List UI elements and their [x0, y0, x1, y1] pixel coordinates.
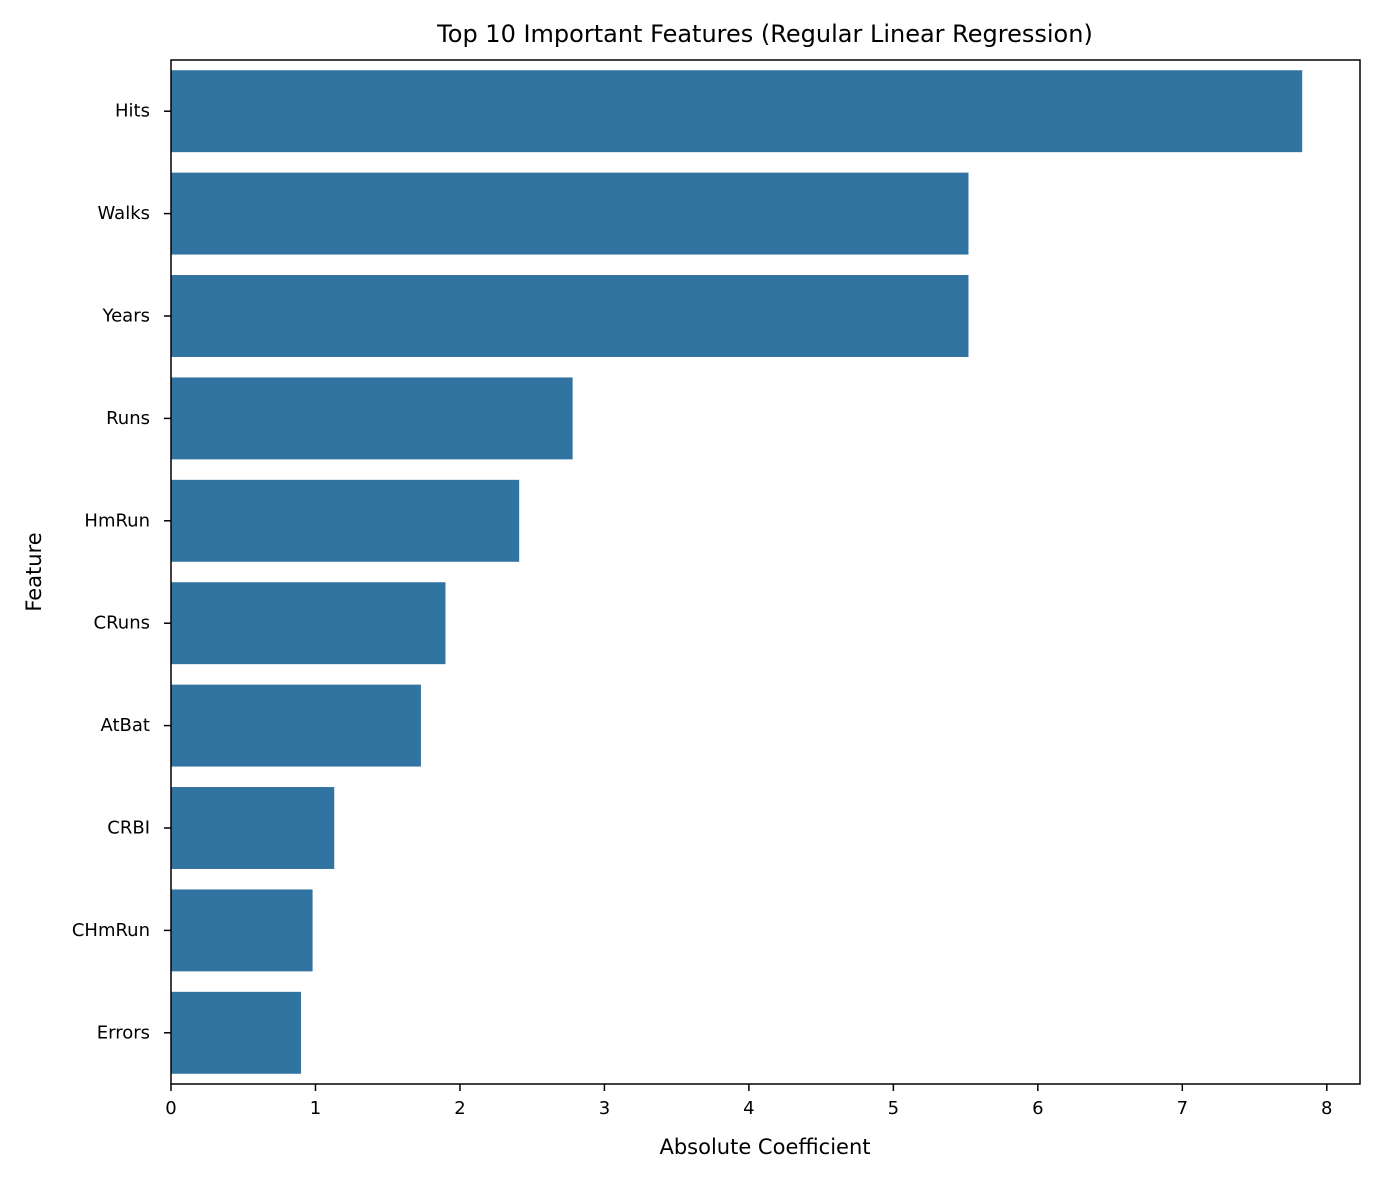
- y-tick-label-crbi: CRBI: [107, 818, 150, 839]
- x-tick-label-0: 0: [165, 1098, 176, 1119]
- bars-layer: [171, 70, 1303, 1074]
- x-tick-label-3: 3: [599, 1098, 610, 1119]
- y-tick-label-hmrun: HmRun: [84, 510, 150, 531]
- bar-hits: [171, 70, 1303, 153]
- y-tick-label-years: Years: [102, 306, 151, 327]
- bar-chmrun: [171, 889, 313, 972]
- x-tick-label-6: 6: [1032, 1098, 1043, 1119]
- bar-years: [171, 275, 969, 357]
- y-tick-label-chmrun: CHmRun: [72, 920, 150, 941]
- bar-runs: [171, 377, 573, 460]
- bar-crbi: [171, 787, 335, 869]
- x-tick-label-5: 5: [888, 1098, 899, 1119]
- y-tick-label-walks: Walks: [98, 203, 150, 224]
- y-axis: Hits Walks Years Runs HmRun CRuns AtBat CRBI CHm…: [72, 101, 171, 1043]
- x-tick-label-7: 7: [1177, 1098, 1188, 1119]
- x-tick-label-1: 1: [310, 1098, 321, 1119]
- x-tick-label-2: 2: [454, 1098, 465, 1119]
- y-tick-label-errors: Errors: [97, 1022, 150, 1043]
- y-tick-label-runs: Runs: [106, 408, 150, 429]
- bar-atbat: [171, 684, 421, 767]
- chart-title: Top 10 Important Features (Regular Linea…: [436, 20, 1093, 48]
- bar-cruns: [171, 582, 446, 665]
- bar-hmrun: [171, 479, 520, 562]
- x-axis-label: Absolute Coefficient: [659, 1135, 870, 1159]
- y-axis-label: Feature: [22, 532, 46, 611]
- bar-walks: [171, 172, 969, 255]
- x-axis: 0 1 2 3 4 5 6 7 8: [165, 1084, 1332, 1119]
- y-tick-label-atbat: AtBat: [101, 715, 151, 736]
- plot-frame: [170, 59, 1361, 1085]
- x-tick-label-4: 4: [743, 1098, 754, 1119]
- y-tick-label-hits: Hits: [115, 101, 150, 122]
- y-tick-label-cruns: CRuns: [94, 613, 150, 634]
- x-tick-label-8: 8: [1321, 1098, 1332, 1119]
- bar-errors: [171, 991, 302, 1074]
